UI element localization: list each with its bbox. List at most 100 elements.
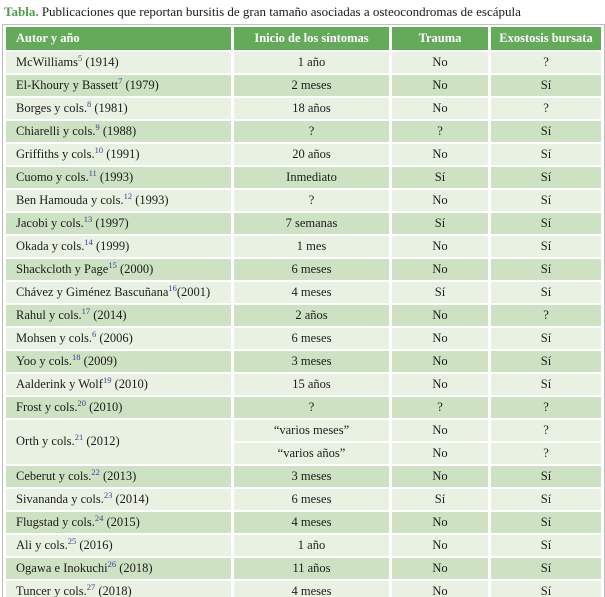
author-cell: Chiarelli y cols.9 (1988) (6, 121, 231, 143)
table-row: McWilliams5 (1914) 1 año No? (6, 52, 601, 74)
author-cell: McWilliams5 (1914) (6, 52, 231, 74)
reference-superscript: 19 (102, 374, 112, 385)
inicio-sintomas-cell: 4 meses (234, 581, 389, 597)
inicio-sintomas-cell: 4 meses (234, 512, 389, 534)
publications-table: Autor y año Inicio de los síntomas Traum… (2, 24, 605, 597)
trauma-cell: Sí (392, 213, 488, 235)
inicio-sintomas-cell: 18 años (234, 98, 389, 120)
header-trauma: Trauma (392, 27, 488, 51)
table-row: Chiarelli y cols.9 (1988)?? Sí (6, 121, 601, 143)
author-cell: Chávez y Giménez Bascuñana16(2001) (6, 282, 231, 304)
trauma-cell: ? (392, 121, 488, 143)
exostosis-bursata-cell: Sí (491, 213, 601, 235)
table-row: Orth y cols.21 (2012) “varios meses” No? (6, 420, 601, 465)
reference-superscript: 9 (95, 121, 100, 132)
table-row: Shackcloth y Page15 (2000) 6 meses No Sí (6, 259, 601, 281)
table-row: Frost y cols.20 (2010)??? (6, 397, 601, 419)
table-row: Ali y cols.25 (2016) 1 año No Sí (6, 535, 601, 557)
table-row: “varios años” No? (6, 443, 601, 465)
author-cell: Ceberut y cols.22 (2013) (6, 466, 231, 488)
trauma-cell: No (392, 305, 488, 327)
reference-superscript: 26 (107, 558, 117, 569)
exostosis-bursata-cell: ? (491, 397, 601, 419)
author-cell: Tuncer y cols.27 (2018) (6, 581, 231, 597)
reference-superscript: 23 (103, 489, 113, 500)
trauma-cell: ? (392, 397, 488, 419)
author-cell: Aalderink y Wolf19 (2010) (6, 374, 231, 396)
reference-superscript: 21 (74, 432, 84, 443)
author-cell: Rahul y cols.17 (2014) (6, 305, 231, 327)
exostosis-bursata-cell: Sí (491, 144, 601, 166)
table-row: Ogawa e Inokuchi26 (2018) 11 años No Sí (6, 558, 601, 580)
trauma-cell: No (392, 512, 488, 534)
author-cell: Sivananda y cols.23 (2014) (6, 489, 231, 511)
inicio-sintomas-cell: 7 semanas (234, 213, 389, 235)
exostosis-bursata-cell: Sí (491, 351, 601, 373)
exostosis-bursata-cell: Sí (491, 259, 601, 281)
exostosis-bursata-cell: Sí (491, 489, 601, 511)
reference-superscript: 8 (86, 98, 92, 109)
trauma-cell: No (392, 351, 488, 373)
table-title: Tabla. Publicaciones que reportan bursit… (4, 4, 603, 20)
exostosis-bursata-cell: Sí (491, 282, 601, 304)
exostosis-bursata-cell: ? (491, 98, 601, 120)
trauma-cell: No (392, 259, 488, 281)
reference-superscript: 24 (94, 512, 104, 523)
author-cell: Frost y cols.20 (2010) (6, 397, 231, 419)
reference-superscript: 6 (92, 328, 97, 339)
author-cell: Orth y cols.21 (2012) (6, 420, 231, 465)
exostosis-bursata-cell: Sí (491, 512, 601, 534)
exostosis-bursata-cell: Sí (491, 167, 601, 189)
table-row: Rahul y cols.17 (2014) 2 años No? (6, 305, 601, 327)
exostosis-bursata-cell: Sí (491, 75, 601, 97)
trauma-cell: No (392, 443, 488, 465)
trauma-cell: Sí (392, 489, 488, 511)
exostosis-bursata-cell: Sí (491, 328, 601, 350)
inicio-sintomas-cell: 20 años (234, 144, 389, 166)
reference-superscript: 18 (72, 351, 81, 362)
exostosis-bursata-cell: Sí (491, 236, 601, 258)
inicio-sintomas-cell: 4 meses (234, 282, 389, 304)
table-body: McWilliams5 (1914) 1 año No? El-Khoury y Ba… (6, 52, 601, 597)
trauma-cell: No (392, 420, 488, 442)
author-cell: Yoo y cols.18 (2009) (6, 351, 231, 373)
trauma-cell: No (392, 52, 488, 74)
table-row: Jacobi y cols.13 (1997) 7 semanas Sí Sí (6, 213, 601, 235)
author-cell: Ogawa e Inokuchi26 (2018) (6, 558, 231, 580)
trauma-cell: No (392, 328, 488, 350)
header-autor-y-ano: Autor y año (6, 27, 231, 51)
trauma-cell: Sí (392, 282, 488, 304)
inicio-sintomas-cell: ? (234, 121, 389, 143)
table-title-text: Publicaciones que reportan bursitis de g… (38, 4, 521, 19)
table-row: Chávez y Giménez Bascuñana16(2001) 4 mese… (6, 282, 601, 304)
reference-superscript: 10 (94, 144, 104, 155)
inicio-sintomas-cell: 15 años (234, 374, 389, 396)
table-row: Ben Hamouda y cols.12 (1993)? No Sí (6, 190, 601, 212)
inicio-sintomas-cell: 2 meses (234, 75, 389, 97)
author-cell: Okada y cols.14 (1999) (6, 236, 231, 258)
header-inicio-sintomas: Inicio de los síntomas (234, 27, 389, 51)
author-cell: Borges y cols.8 (1981) (6, 98, 231, 120)
trauma-cell: No (392, 190, 488, 212)
trauma-cell: Sí (392, 167, 488, 189)
inicio-sintomas-cell: 11 años (234, 558, 389, 580)
inicio-sintomas-cell: 6 meses (234, 489, 389, 511)
header-exostosis-bursata: Exostosis bursata (491, 27, 601, 51)
reference-superscript: 25 (67, 535, 77, 546)
reference-superscript: 5 (78, 52, 83, 63)
table-row: Cuomo y cols.11 (1993) Inmediato Sí Sí (6, 167, 601, 189)
table-title-label: Tabla. (4, 4, 39, 19)
author-cell: Jacobi y cols.13 (1997) (6, 213, 231, 235)
trauma-cell: No (392, 98, 488, 120)
inicio-sintomas-cell: 1 año (234, 535, 389, 557)
table-row: Borges y cols.8 (1981) 18 años No? (6, 98, 601, 120)
table-row: Flugstad y cols.24 (2015) 4 meses No Sí (6, 512, 601, 534)
reference-superscript: 12 (123, 190, 133, 201)
exostosis-bursata-cell: Sí (491, 581, 601, 597)
table-row: Okada y cols.14 (1999) 1 mes No Sí (6, 236, 601, 258)
author-cell: Mohsen y cols.6 (2006) (6, 328, 231, 350)
inicio-sintomas-cell: 6 meses (234, 328, 389, 350)
reference-superscript: 16 (168, 282, 177, 293)
exostosis-bursata-cell: ? (491, 305, 601, 327)
exostosis-bursata-cell: Sí (491, 190, 601, 212)
